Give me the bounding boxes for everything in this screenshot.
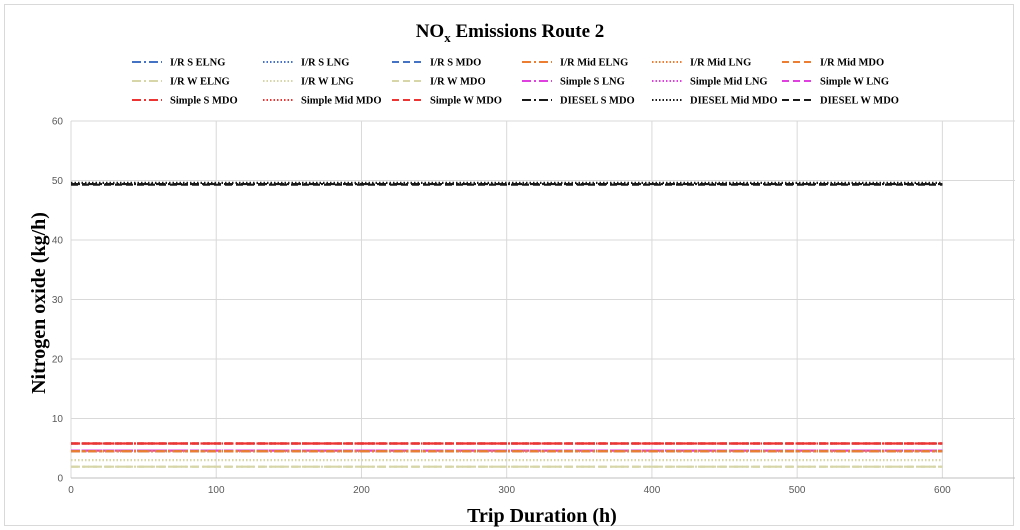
legend-label: DIESEL S MDO bbox=[560, 96, 635, 107]
legend-label: DIESEL Mid MDO bbox=[690, 96, 778, 107]
x-tick-label: 500 bbox=[789, 485, 806, 496]
legend-label: Simple Mid MDO bbox=[301, 96, 382, 107]
y-axis-label: Nitrogen oxide (kg/h) bbox=[28, 212, 50, 394]
y-tick-label: 60 bbox=[52, 117, 64, 128]
legend-label: I/R S LNG bbox=[301, 58, 349, 69]
y-tick-label: 0 bbox=[57, 474, 63, 485]
legend-label: Simple S MDO bbox=[170, 96, 238, 107]
y-tick-label: 30 bbox=[52, 295, 64, 306]
chart-title: NOx Emissions Route 2 bbox=[416, 21, 605, 45]
legend-label: Simple S LNG bbox=[560, 77, 625, 88]
legend-label: Simple W LNG bbox=[820, 77, 889, 88]
legend-label: I/R W ELNG bbox=[170, 77, 230, 88]
y-tick-label: 50 bbox=[52, 176, 64, 187]
x-tick-label: 600 bbox=[934, 485, 951, 496]
x-tick-label: 200 bbox=[353, 485, 370, 496]
legend-label: Simple Mid LNG bbox=[690, 77, 768, 88]
y-tick-label: 10 bbox=[52, 414, 64, 425]
series-lines bbox=[71, 181, 943, 468]
legend-label: Simple W MDO bbox=[430, 96, 502, 107]
x-tick-label: 400 bbox=[644, 485, 661, 496]
legend: I/R S ELNG I/R S LNG I/R S MDO I/R Mid ELNG… bbox=[132, 58, 899, 107]
legend-label: I/R Mid MDO bbox=[820, 58, 884, 69]
x-tick-label: 100 bbox=[208, 485, 225, 496]
chart-area: NOx Emissions Route 2 0 10 20 30 40 50 60 0 100 2… bbox=[4, 4, 1015, 527]
x-axis-label: Trip Duration (h) bbox=[467, 505, 617, 527]
legend-label: I/R Mid ELNG bbox=[560, 58, 628, 69]
legend-label: I/R S MDO bbox=[430, 58, 481, 69]
chart-title-subscript: x bbox=[444, 30, 451, 45]
x-tick-label: 300 bbox=[498, 485, 515, 496]
y-tick-label: 20 bbox=[52, 355, 64, 366]
chart-title-main: NO bbox=[416, 21, 445, 42]
legend-label: I/R W LNG bbox=[301, 77, 354, 88]
y-tick-label: 40 bbox=[52, 236, 64, 247]
legend-label: I/R S ELNG bbox=[170, 58, 225, 69]
x-tick-label: 0 bbox=[68, 485, 74, 496]
legend-label: I/R W MDO bbox=[430, 77, 486, 88]
legend-label: DIESEL W MDO bbox=[820, 96, 899, 107]
grid-lines bbox=[70, 120, 1015, 479]
legend-label: I/R Mid LNG bbox=[690, 58, 751, 69]
chart-title-rest: Emissions Route 2 bbox=[451, 21, 605, 42]
